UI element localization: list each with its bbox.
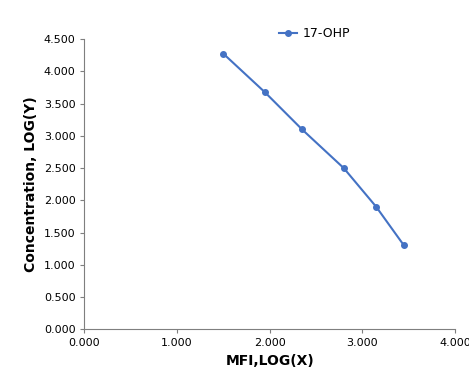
X-axis label: MFI,LOG(X): MFI,LOG(X) bbox=[225, 354, 314, 368]
17-OHP bbox=[373, 205, 379, 209]
Line: 17-OHP: 17-OHP bbox=[220, 51, 407, 248]
17-OHP bbox=[299, 127, 305, 132]
17-OHP bbox=[341, 166, 347, 171]
17-OHP bbox=[262, 90, 268, 95]
17-OHP bbox=[220, 51, 226, 56]
17-OHP bbox=[401, 243, 407, 248]
Legend: 17-OHP: 17-OHP bbox=[273, 22, 355, 45]
Y-axis label: Concentration, LOG(Y): Concentration, LOG(Y) bbox=[24, 96, 38, 272]
